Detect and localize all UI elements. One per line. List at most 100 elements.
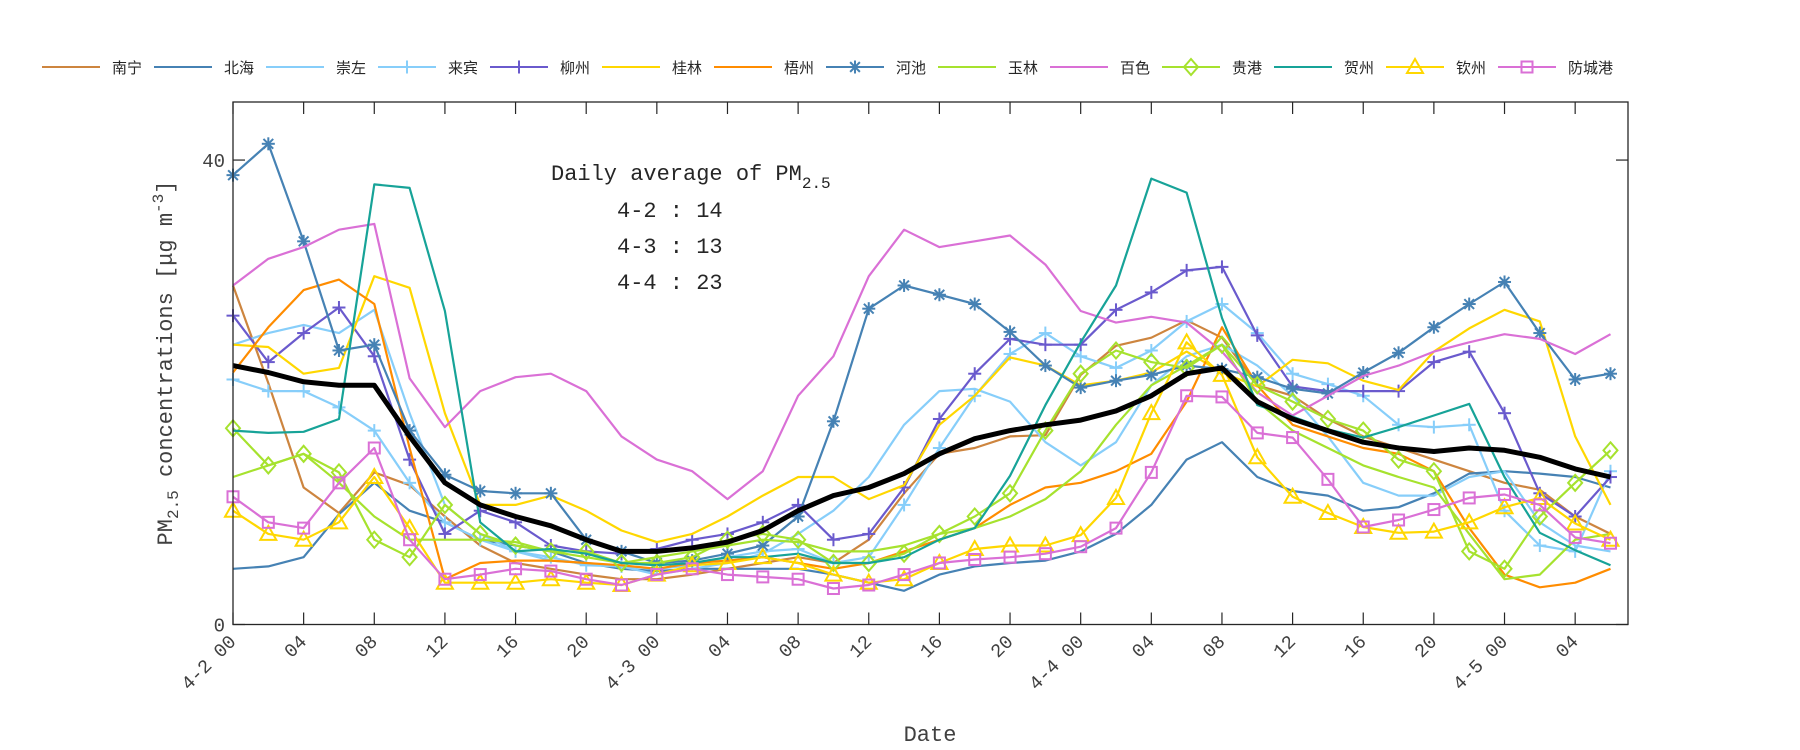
series-layer <box>223 137 1621 596</box>
data-point-marker-shape <box>791 572 805 586</box>
y-axis-title-prefix: PM <box>154 519 179 545</box>
legend-label: 贵港 <box>1232 59 1262 77</box>
data-point-marker <box>1003 550 1017 564</box>
data-point-marker-shape <box>682 555 702 573</box>
data-point-marker <box>1250 328 1264 342</box>
legend-label: 防城港 <box>1568 59 1613 77</box>
data-point-marker <box>1568 373 1582 387</box>
data-point-marker-shape <box>293 529 314 547</box>
data-point-marker <box>791 572 805 586</box>
data-point-marker-shape <box>789 530 807 550</box>
data-point-marker <box>720 568 734 582</box>
series-9 <box>232 343 1611 581</box>
data-point-marker <box>826 533 840 547</box>
data-point-marker <box>297 521 311 535</box>
data-point-marker <box>1038 338 1052 352</box>
data-point-marker-shape <box>1141 403 1162 421</box>
data-point-marker <box>507 536 524 556</box>
data-point-marker-shape <box>1284 392 1301 412</box>
data-point-marker <box>364 467 385 485</box>
data-point-marker <box>1425 461 1443 481</box>
data-point-marker-shape <box>1356 520 1370 534</box>
data-point-marker <box>1498 275 1512 289</box>
series-line <box>232 222 1612 501</box>
data-point-marker <box>297 384 311 398</box>
data-point-marker <box>968 552 982 566</box>
data-point-marker <box>259 455 277 475</box>
data-point-marker <box>505 572 526 590</box>
data-point-marker-shape <box>1321 472 1335 486</box>
data-point-marker-stroke <box>863 303 875 315</box>
data-point-marker <box>968 297 982 311</box>
data-point-marker <box>1180 263 1194 277</box>
x-tick-label: 4-2 00 <box>177 631 241 695</box>
data-point-marker-shape <box>1462 491 1476 505</box>
series-line <box>232 302 1612 570</box>
legend-marker-shape <box>1182 57 1200 77</box>
legend-label: 百色 <box>1120 59 1150 77</box>
data-point-marker-shape <box>1392 513 1406 527</box>
data-point-marker-shape <box>329 512 349 530</box>
data-point-marker-shape <box>1533 498 1547 512</box>
data-point-marker <box>1318 503 1338 521</box>
data-point-marker <box>648 553 666 573</box>
data-point-marker-shape <box>1215 390 1229 404</box>
data-point-marker <box>685 562 699 576</box>
legend-label: 来宾 <box>448 59 478 77</box>
data-point-marker <box>579 572 593 586</box>
data-point-marker-shape <box>1248 375 1266 395</box>
x-tick-label: 16 <box>1340 631 1372 663</box>
data-point-marker <box>1460 541 1478 561</box>
data-point-marker <box>1565 513 1585 531</box>
data-point-marker <box>332 343 346 357</box>
series-line <box>232 278 1611 589</box>
daily-average-annotation: Daily average of PM2.5 4-2 : 14 4-3 : 13… <box>551 162 831 296</box>
data-point-marker <box>966 506 984 527</box>
data-point-marker-shape <box>1213 335 1231 355</box>
data-point-marker-shape <box>1494 497 1515 515</box>
data-point-marker <box>720 527 734 541</box>
data-point-marker <box>825 553 842 573</box>
legend-marker-shape <box>1520 60 1534 74</box>
data-point-marker-shape <box>1600 529 1621 547</box>
data-point-marker-shape <box>1247 447 1268 465</box>
data-point-marker-shape <box>650 568 664 582</box>
legend-marker-stroke <box>849 61 861 73</box>
data-point-marker <box>401 547 418 567</box>
y-axis-title: PM2.5 concentrations [μg m-3] <box>150 181 183 546</box>
data-point-marker <box>1603 536 1617 550</box>
data-point-marker <box>435 572 455 590</box>
data-point-marker-stroke <box>1604 368 1617 380</box>
series-line <box>232 142 1611 565</box>
data-point-marker <box>788 552 808 570</box>
data-point-marker <box>1144 285 1158 299</box>
data-point-marker-shape <box>1038 547 1052 561</box>
data-point-marker <box>1106 487 1126 505</box>
data-point-marker <box>1109 521 1123 535</box>
data-point-marker-shape <box>788 552 808 570</box>
data-point-marker-shape <box>966 506 984 527</box>
data-point-marker <box>1074 349 1088 363</box>
data-point-marker <box>756 570 770 584</box>
data-point-marker-shape <box>1144 465 1158 479</box>
data-point-marker-stroke <box>969 298 981 310</box>
data-point-marker-shape <box>1001 483 1019 503</box>
data-point-marker <box>1321 472 1335 486</box>
data-point-marker <box>1392 384 1406 398</box>
data-point-marker <box>261 384 275 398</box>
data-point-marker-shape <box>577 541 595 561</box>
data-point-marker-shape <box>894 569 914 587</box>
data-point-marker-shape <box>860 553 878 573</box>
data-point-marker-shape <box>1390 450 1407 470</box>
data-point-marker <box>1427 503 1441 517</box>
data-point-marker-stroke <box>933 289 945 301</box>
data-point-marker-shape <box>1286 431 1300 445</box>
data-point-marker <box>1215 390 1229 404</box>
legend-label: 玉林 <box>1008 59 1038 77</box>
data-point-marker-shape <box>438 572 452 586</box>
legend-item: 来宾 <box>378 59 478 77</box>
data-point-marker <box>436 495 454 515</box>
data-point-marker-shape <box>367 441 381 455</box>
data-point-marker-shape <box>1072 364 1090 384</box>
data-point-marker-shape <box>1498 487 1512 501</box>
